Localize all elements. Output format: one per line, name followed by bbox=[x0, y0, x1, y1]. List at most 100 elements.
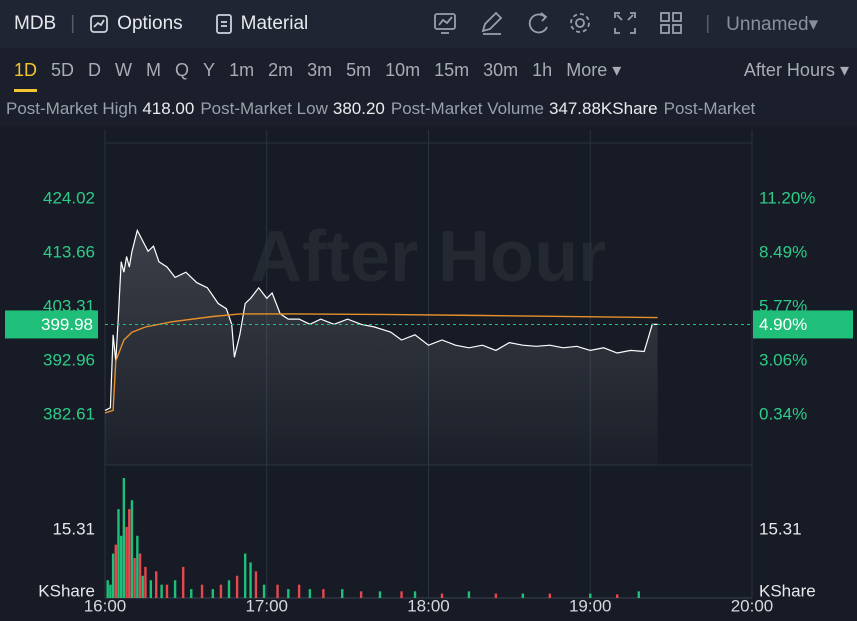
volume-bar bbox=[149, 580, 153, 598]
period-tab[interactable]: 3m bbox=[307, 59, 333, 80]
volume-bar bbox=[249, 562, 252, 598]
volume-bar bbox=[190, 589, 193, 598]
volume-bar bbox=[227, 580, 231, 598]
volume-bar bbox=[122, 478, 126, 598]
volume-bar bbox=[521, 593, 525, 598]
volume-bar bbox=[467, 591, 471, 598]
options-button[interactable]: Options bbox=[89, 13, 183, 35]
stat-value: 380.20 bbox=[332, 99, 385, 118]
change-tag bbox=[753, 310, 853, 339]
volume-bar bbox=[114, 544, 117, 598]
tool-icons[interactable] bbox=[433, 9, 703, 39]
volume-tick-label: KShare bbox=[759, 581, 816, 600]
stat-label: Post-Market bbox=[663, 99, 756, 118]
volume-bar bbox=[109, 584, 112, 598]
volume-bar bbox=[243, 553, 247, 598]
period-tab[interactable]: 30m bbox=[483, 59, 519, 80]
y2-tick-label: 8.49% bbox=[759, 242, 807, 261]
stat-value: 418.00 bbox=[142, 99, 195, 118]
x-tick-label: 19:00 bbox=[569, 596, 612, 615]
volume-bar bbox=[440, 593, 444, 598]
x-tick-label: 17:00 bbox=[245, 596, 288, 615]
divider: | bbox=[70, 13, 76, 34]
volume-bar bbox=[341, 589, 344, 598]
volume-bar bbox=[548, 593, 552, 598]
volume-bar bbox=[262, 584, 266, 598]
period-tab[interactable]: M bbox=[146, 59, 162, 80]
period-tab[interactable]: D bbox=[88, 59, 102, 80]
period-tab[interactable]: Q bbox=[175, 59, 190, 80]
volume-bar bbox=[138, 553, 142, 598]
period-tab[interactable]: Y bbox=[203, 59, 216, 80]
y2-tick-label: 3.06% bbox=[759, 350, 807, 369]
volume-bar bbox=[211, 589, 215, 598]
stat-value: 347.88KShare bbox=[548, 99, 658, 118]
volume-bar bbox=[165, 584, 169, 598]
volume-tick-label: 15.31 bbox=[52, 519, 95, 538]
volume-bar bbox=[359, 591, 363, 598]
divider: | bbox=[705, 13, 711, 34]
volume-bar bbox=[173, 580, 177, 598]
change-tag-label: 4.90% bbox=[759, 315, 807, 334]
period-tab[interactable]: W bbox=[115, 59, 133, 80]
volume-tick-label: 15.31 bbox=[759, 519, 802, 538]
period-tab[interactable]: 5m bbox=[346, 59, 372, 80]
period-tab[interactable]: 1h bbox=[532, 59, 553, 80]
volume-tick-label: KShare bbox=[38, 581, 95, 600]
period-tab[interactable]: 1m bbox=[229, 59, 255, 80]
y-tick-label: 392.96 bbox=[43, 351, 95, 370]
layout-select[interactable]: Unnamed▾ bbox=[726, 13, 819, 35]
volume-bar bbox=[125, 526, 128, 598]
x-tick-label: 18:00 bbox=[407, 596, 450, 615]
volume-bar bbox=[494, 593, 498, 598]
volume-bar bbox=[235, 575, 239, 598]
volume-bar bbox=[144, 566, 147, 598]
volume-bar bbox=[141, 575, 144, 598]
period-tab[interactable]: 2m bbox=[268, 59, 294, 80]
material-icon bbox=[215, 14, 232, 34]
y2-tick-label: 0.34% bbox=[759, 405, 807, 424]
price-area bbox=[105, 230, 658, 465]
stat-label: Post-Market Low bbox=[200, 99, 328, 118]
period-tab[interactable]: More ▾ bbox=[566, 59, 622, 80]
price-tag bbox=[5, 310, 98, 339]
stat-label: Post-Market High bbox=[6, 99, 138, 118]
x-tick-label: 20:00 bbox=[731, 596, 774, 615]
volume-bar bbox=[287, 589, 290, 598]
volume-bar bbox=[136, 535, 139, 598]
options-label: Options bbox=[117, 13, 183, 34]
volume-bar bbox=[322, 589, 325, 598]
volume-bar bbox=[181, 566, 185, 598]
layout-name: Unnamed bbox=[726, 13, 809, 35]
volume-bar bbox=[400, 591, 403, 598]
volume-bar bbox=[308, 589, 312, 598]
volume-bar bbox=[160, 584, 163, 598]
volume-bar bbox=[117, 509, 120, 598]
volume-bar bbox=[297, 584, 301, 598]
volume-bar bbox=[616, 594, 619, 598]
x-tick-label: 16:00 bbox=[84, 596, 127, 615]
material-button[interactable]: Material bbox=[215, 13, 308, 35]
y-tick-label: 413.66 bbox=[43, 243, 95, 262]
period-tab[interactable]: 10m bbox=[385, 59, 421, 80]
period-tab[interactable]: 1D bbox=[14, 59, 38, 92]
volume-bar bbox=[589, 593, 592, 598]
volume-bar bbox=[119, 535, 123, 598]
volume-bar bbox=[133, 558, 136, 598]
period-tab[interactable]: 5D bbox=[51, 59, 75, 80]
volume-bar bbox=[276, 584, 279, 598]
volume-bar bbox=[155, 571, 158, 598]
volume-bar bbox=[413, 591, 417, 598]
volume-bar bbox=[106, 580, 109, 598]
stat-label: Post-Market Volume bbox=[390, 99, 544, 118]
symbol[interactable]: MDB bbox=[14, 13, 57, 34]
period-tab[interactable]: 15m bbox=[434, 59, 470, 80]
volume-bar bbox=[111, 553, 115, 598]
volume-bar bbox=[219, 584, 223, 598]
volume-bar bbox=[130, 500, 134, 598]
session-select[interactable]: After Hours ▾ bbox=[743, 59, 849, 80]
volume-bar bbox=[254, 571, 258, 598]
y-tick-label: 382.61 bbox=[43, 405, 95, 424]
